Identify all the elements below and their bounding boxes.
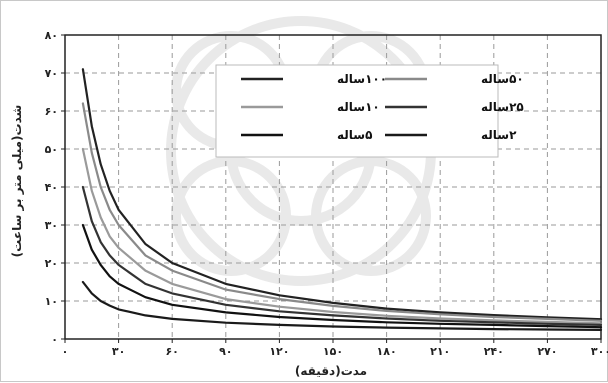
y-tick-label-0: ۰ <box>51 333 58 346</box>
legend-label-0: ۱۰۰ساله <box>337 72 387 86</box>
series-line-2 <box>81 147 603 325</box>
x-tick-label-6: ۱۸۰ <box>377 345 397 358</box>
series-line-3 <box>81 185 603 326</box>
y-tick-label-4: ۴۰ <box>45 181 58 194</box>
legend-label-1: ۵۰ساله <box>481 72 524 86</box>
y-axis-ticks: ۰ ۱۰ ۲۰ ۳۰ ۴۰ ۵۰ ۶۰ ۷۰ ۸۰ <box>45 29 65 346</box>
y-tick-label-8: ۸۰ <box>45 29 58 42</box>
series-line-1 <box>81 102 603 322</box>
series-lines <box>81 68 603 331</box>
y-tick-label-7: ۷۰ <box>45 67 58 80</box>
legend-label-2: ۱۰ساله <box>337 100 380 114</box>
legend: ۱۰۰ساله ۵۰ساله ۱۰ساله ۲۵ساله ۵ساله ۲ساله <box>215 64 524 158</box>
x-tick-label-10: ۳۰۰ <box>591 345 608 358</box>
y-tick-label-3: ۳۰ <box>45 219 58 232</box>
x-tick-label-7: ۲۱۰ <box>430 345 450 358</box>
series-line-5 <box>81 280 603 331</box>
x-tick-label-3: ۹۰ <box>219 345 232 358</box>
x-axis-label: مدت(دقیقه) <box>295 364 367 378</box>
y-tick-label-5: ۵۰ <box>45 143 58 156</box>
series-line-0 <box>81 68 603 321</box>
y-axis-label: شدت(میلی متر بر ساعت) <box>10 105 24 258</box>
series-line-4 <box>81 223 603 329</box>
x-tick-label-2: ۶۰ <box>165 345 178 358</box>
legend-label-5: ۲ساله <box>481 128 517 142</box>
x-tick-label-1: ۳۰ <box>112 345 125 358</box>
legend-label-3: ۲۵ساله <box>481 100 524 114</box>
y-tick-label-1: ۱۰ <box>45 295 58 308</box>
x-tick-label-9: ۲۷۰ <box>537 345 557 358</box>
y-tick-label-2: ۲۰ <box>45 257 58 270</box>
x-axis-ticks: ۰ ۳۰ ۶۰ ۹۰ ۱۲۰ ۱۵۰ ۱۸۰ ۲۱۰ ۲۴۰ ۲۷۰ ۳۰۰ <box>62 339 608 358</box>
grid-lines <box>65 35 601 339</box>
legend-label-4: ۵ساله <box>337 128 372 142</box>
x-tick-label-8: ۲۴۰ <box>484 345 504 358</box>
x-tick-label-5: ۱۵۰ <box>323 345 343 358</box>
x-tick-label-0: ۰ <box>62 345 69 358</box>
x-tick-label-4: ۱۲۰ <box>269 345 289 358</box>
y-tick-label-6: ۶۰ <box>45 105 58 118</box>
legend-box <box>215 64 499 158</box>
